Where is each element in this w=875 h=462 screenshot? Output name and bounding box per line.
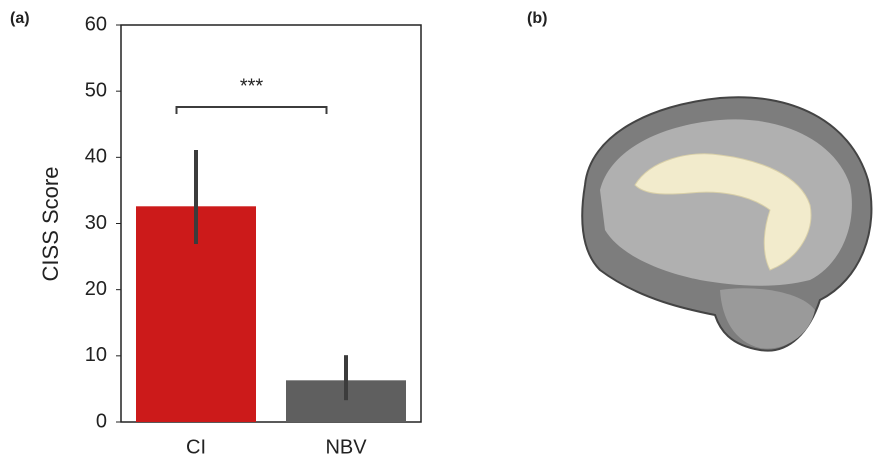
y-tick-label: 30 — [85, 212, 107, 234]
x-tick-label: NBV — [325, 436, 367, 458]
significance-label: *** — [240, 75, 264, 97]
y-tick-label: 20 — [85, 278, 107, 300]
y-tick-label: 10 — [85, 344, 107, 366]
y-tick-label: 0 — [96, 410, 107, 432]
y-tick-label: 40 — [85, 146, 107, 168]
brain-image — [582, 97, 871, 350]
panel-label: (a) — [10, 10, 30, 27]
y-tick-label: 60 — [85, 13, 107, 35]
significance-bracket — [177, 107, 327, 114]
x-tick-label: CI — [186, 436, 206, 458]
y-axis-label: CISS Score — [38, 167, 63, 282]
y-tick-label: 50 — [85, 79, 107, 101]
figure: (a) (b) CISS Score 0 10 20 30 40 50 60 CI NBV *** — [0, 0, 875, 462]
panel-label: (b) — [527, 10, 547, 27]
